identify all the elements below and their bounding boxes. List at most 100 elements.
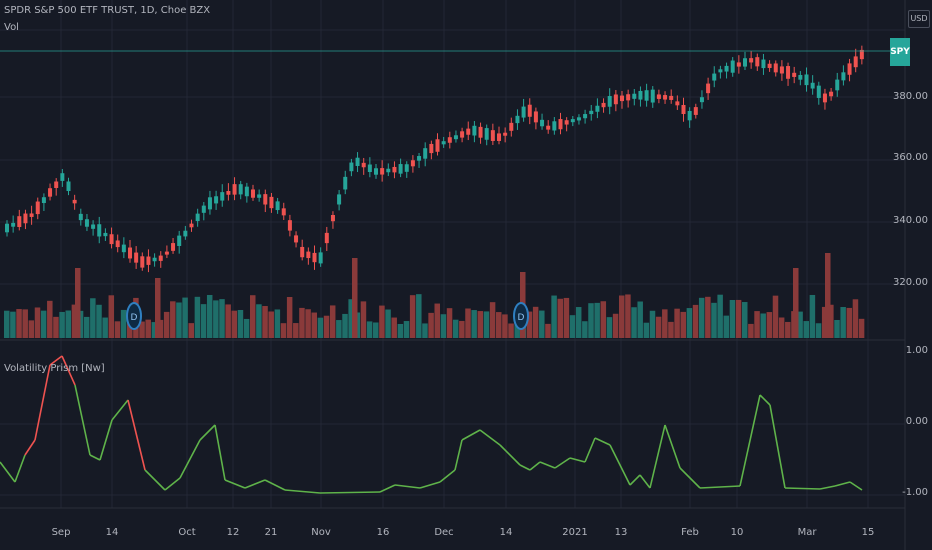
volume-bar: [723, 315, 730, 338]
volume-bar: [280, 323, 287, 338]
candle-body: [269, 196, 274, 209]
indicator-segment: [244, 479, 266, 489]
candle-body: [281, 208, 286, 216]
volume-bar: [821, 306, 828, 338]
time-label: Dec: [434, 527, 454, 538]
volume-bar: [102, 317, 108, 338]
volume-bar: [606, 317, 613, 338]
time-label: 2021: [562, 527, 588, 538]
indicator-tick: -1.00: [902, 487, 928, 498]
indicator-legend[interactable]: Volatility Prism [Nw]: [4, 363, 105, 374]
volume-bars: [4, 253, 865, 338]
candle-body: [761, 59, 766, 69]
volume-bar: [391, 317, 397, 338]
candle-body: [650, 89, 655, 103]
candle-body: [220, 192, 225, 201]
volume-bar: [4, 310, 10, 338]
volume-bar: [385, 309, 391, 338]
volume-bar: [139, 321, 145, 338]
volume-bar: [194, 296, 201, 338]
candle-body: [620, 95, 624, 102]
volume-bar: [53, 316, 59, 338]
candle-body: [589, 110, 594, 115]
indicator-segment: [664, 424, 681, 469]
volume-bar: [483, 311, 490, 338]
candle-body: [164, 251, 169, 255]
candle-body: [404, 164, 409, 172]
candle-body: [798, 75, 803, 80]
volume-bar: [766, 312, 773, 338]
candle-body: [460, 131, 465, 138]
volume-bar: [643, 322, 650, 338]
volume-bar: [77, 310, 84, 338]
candle-body: [189, 223, 194, 228]
time-label: 15: [861, 527, 875, 538]
indicator-segment: [164, 477, 181, 491]
volume-bar: [305, 309, 311, 338]
volume-bar: [237, 309, 244, 338]
candle-body: [644, 90, 649, 101]
volume-bar: [637, 301, 643, 338]
candle-body: [374, 168, 378, 175]
candle-body: [718, 69, 723, 73]
volume-bar: [692, 304, 699, 338]
volume-bar: [569, 315, 576, 338]
candle-body: [779, 66, 784, 74]
candle-body: [466, 128, 471, 135]
indicator-segment: [111, 399, 129, 421]
candle-body: [380, 168, 385, 175]
indicator-segment: [739, 394, 761, 487]
volume-bar: [170, 301, 176, 338]
volume-bar: [409, 295, 416, 338]
volume-bar: [243, 318, 250, 338]
candle-body: [201, 205, 206, 213]
volume-bar: [625, 294, 631, 338]
volume-bar: [16, 309, 22, 338]
indicator-segment: [264, 479, 286, 491]
candle-body: [214, 196, 219, 204]
candle-body: [72, 199, 77, 204]
volume-bar: [323, 315, 330, 338]
indicator-segment: [594, 437, 611, 446]
indicator-segment: [649, 424, 666, 489]
candle-body: [681, 104, 686, 115]
volume-bar: [155, 278, 161, 338]
candle-body: [576, 117, 581, 121]
volume-bar: [631, 307, 637, 338]
volume-bar: [649, 310, 656, 338]
candle-body: [275, 201, 280, 211]
volume-bar: [422, 323, 428, 338]
volume-bar: [471, 310, 477, 338]
candle-body: [767, 63, 772, 68]
volume-bar: [120, 309, 127, 338]
candle-body: [847, 63, 852, 75]
time-label: Feb: [681, 527, 699, 538]
volume-bar: [793, 268, 799, 338]
indicator-segment: [379, 484, 396, 493]
symbol-title[interactable]: SPDR S&P 500 ETF TRUST, 1D, Choe BZX: [4, 5, 211, 16]
candle-body: [410, 160, 415, 167]
time-label: 21: [264, 527, 278, 538]
volume-bar: [256, 304, 262, 338]
indicator-segment: [319, 491, 381, 494]
candle-body: [251, 189, 255, 198]
candle-body: [355, 157, 360, 166]
volume-bar: [858, 318, 865, 338]
indicator-segment: [394, 484, 421, 489]
candle-body: [699, 97, 704, 103]
time-label: Mar: [797, 527, 817, 538]
currency-button[interactable]: USD: [908, 10, 930, 28]
candle-body: [386, 168, 391, 173]
candle-body: [128, 247, 132, 259]
candle-body: [540, 119, 545, 127]
volume-bar: [834, 319, 840, 338]
candle-body: [171, 243, 176, 251]
time-label: 14: [105, 527, 119, 538]
volume-bar: [539, 310, 545, 338]
candle-body: [232, 184, 237, 195]
candle-body: [257, 194, 262, 198]
volume-bar: [465, 308, 471, 338]
volume-bar: [760, 313, 766, 338]
volume-legend[interactable]: Vol: [4, 22, 19, 33]
